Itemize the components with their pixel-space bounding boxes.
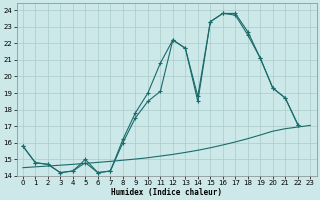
X-axis label: Humidex (Indice chaleur): Humidex (Indice chaleur) — [111, 188, 222, 197]
